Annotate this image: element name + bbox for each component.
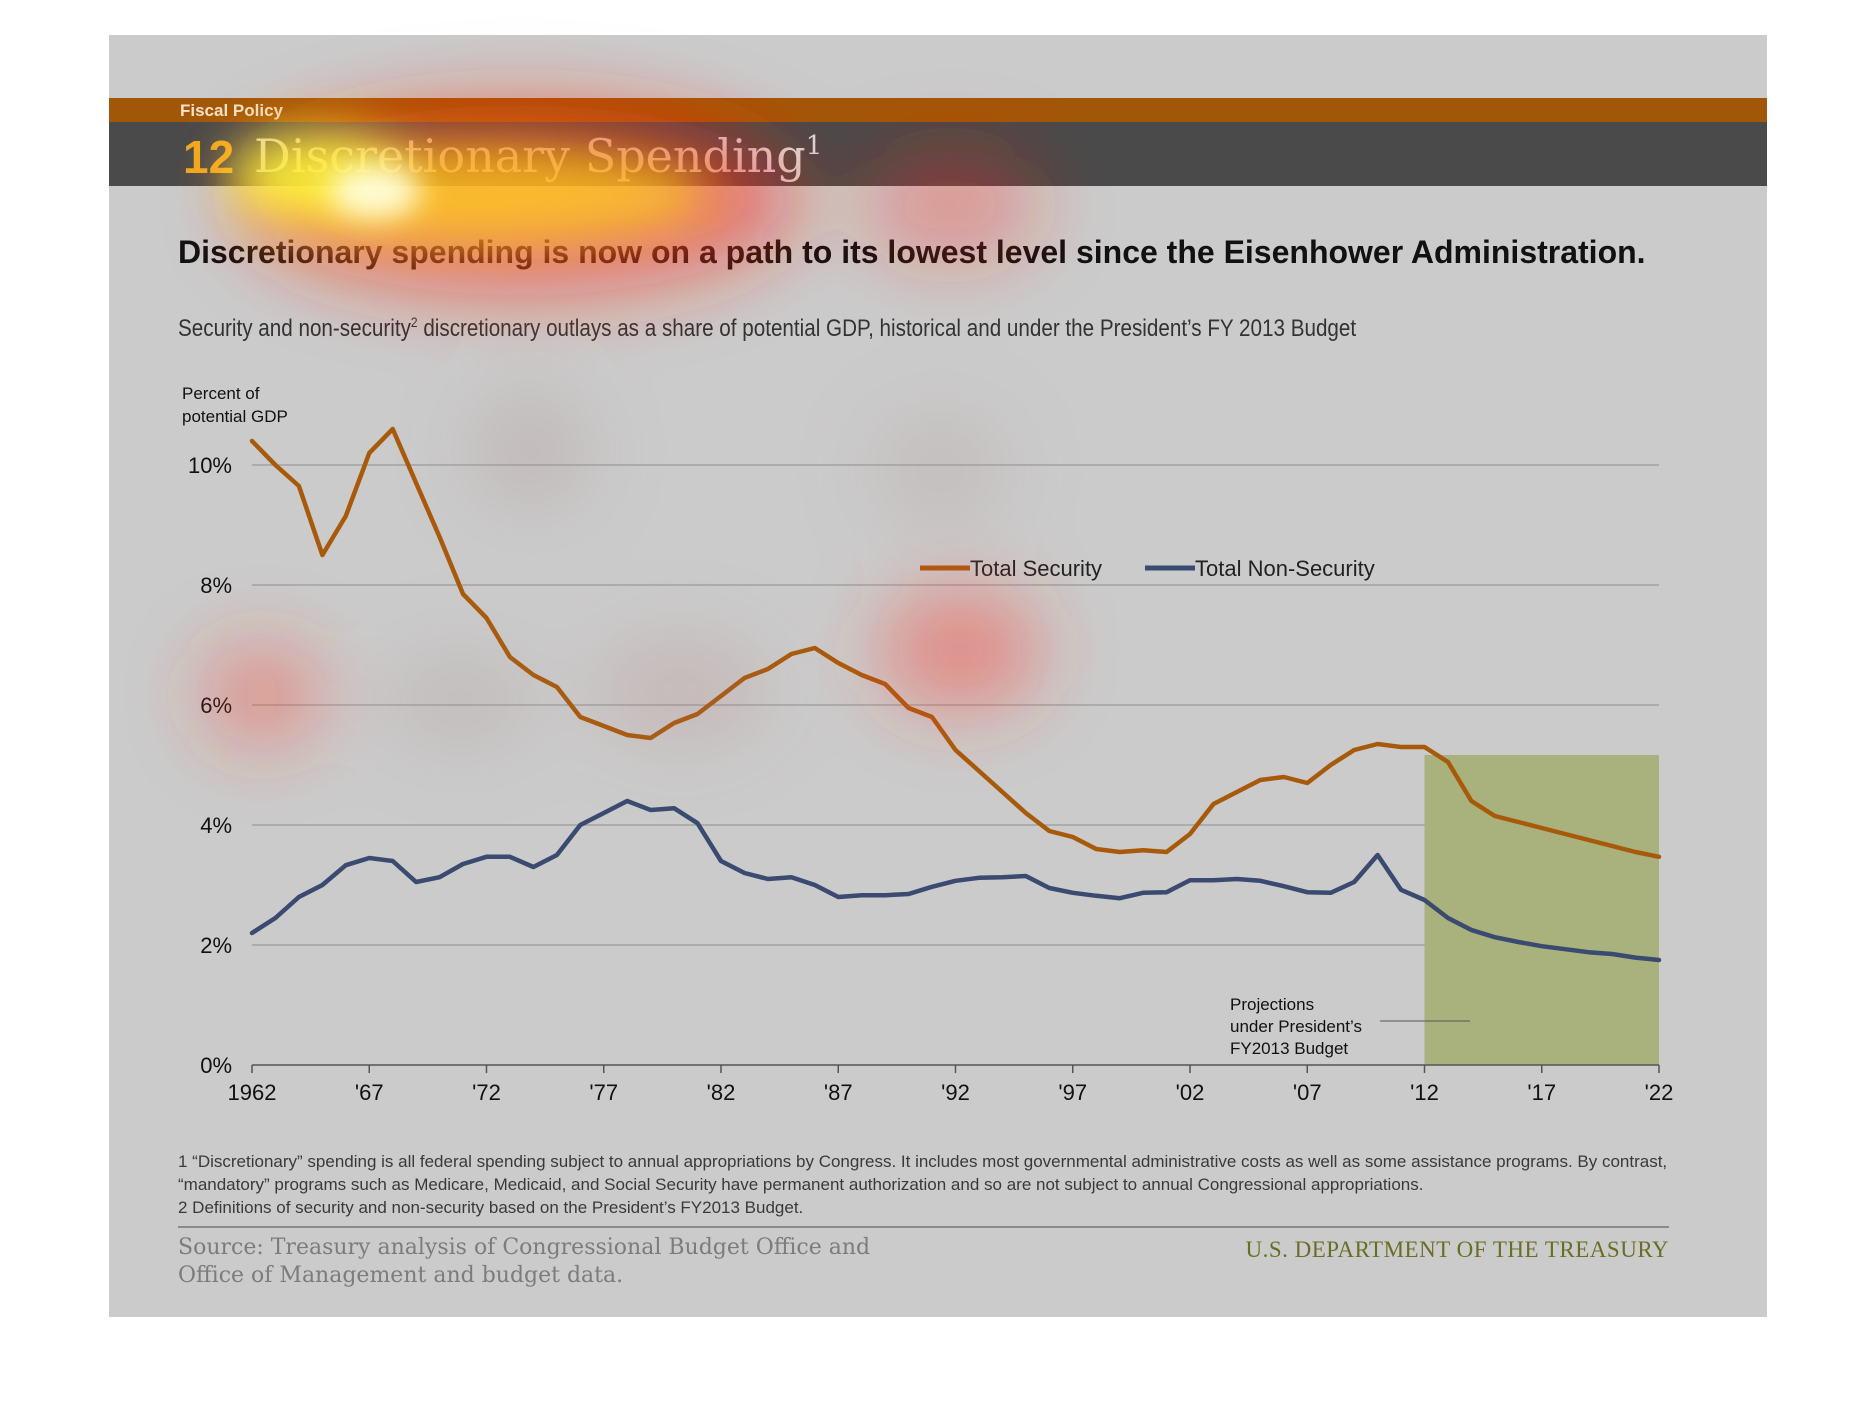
subhead-text-start: Security and non-security [178, 315, 411, 342]
source-note: Source: Treasury analysis of Congression… [178, 1235, 871, 1288]
projection-label-line-3: FY2013 Budget [1230, 1039, 1348, 1058]
series-line-total-security [249, 426, 1662, 860]
y-tick-label-10: 10% [188, 453, 232, 478]
x-tick-label-1992: '92 [941, 1080, 970, 1105]
subhead-text-end: discretionary outlays as a share of pote… [417, 315, 1357, 342]
legend: Total Security Total Non-Security [920, 556, 1375, 581]
y-tick-label-8: 8% [200, 573, 232, 598]
series-line-total-non-security [249, 798, 1662, 963]
footnotes: 1 “Discretionary” spending is all federa… [178, 1150, 1688, 1219]
x-tick-label-1987: '87 [824, 1080, 853, 1105]
projection-label: Projections under President’s FY2013 Budge… [1230, 995, 1470, 1058]
x-tick-label-1972: '72 [472, 1080, 501, 1105]
x-axis-tick-labels: 1962 '67 '72 '77 '82 '87 '92 '97 '02 '07 '12 '17 '22 [228, 1080, 1674, 1105]
y-tick-label-4: 4% [200, 813, 232, 838]
y-tick-label-2: 2% [200, 933, 232, 958]
x-tick-label-1977: '77 [589, 1080, 618, 1105]
x-tick-label-2002: '02 [1176, 1080, 1205, 1105]
x-tick-label-1962: 1962 [228, 1080, 277, 1105]
x-tick-label-2007: '07 [1293, 1080, 1322, 1105]
x-tick-label-2022: '22 [1645, 1080, 1674, 1105]
projection-shading [1424, 755, 1659, 1065]
x-tick-label-2012: '12 [1410, 1080, 1439, 1105]
slide-title-footnote-mark: 1 [805, 131, 823, 161]
legend-label-total-security: Total Security [970, 556, 1102, 581]
y-axis-tick-labels: 0% 2% 4% 6% 8% 10% [188, 453, 232, 1078]
legend-label-total-non-security: Total Non-Security [1195, 556, 1375, 581]
agency-name: U.S. DEPARTMENT OF THE TREASURY [1245, 1237, 1669, 1262]
projection-label-line-1: Projections [1230, 995, 1314, 1014]
x-tick-label-2017: '17 [1527, 1080, 1556, 1105]
y-axis-label-line-1: Percent of [182, 384, 260, 403]
series-lines [249, 426, 1662, 963]
x-axis [251, 1064, 1660, 1073]
projection-label-line-2: under President’s [1230, 1017, 1362, 1036]
y-tick-label-0: 0% [200, 1053, 232, 1078]
footnote-2: 2 Definitions of security and non-securi… [178, 1198, 804, 1217]
subhead: Security and non-security2 discretionary… [178, 314, 1356, 343]
x-tick-label-1997: '97 [1058, 1080, 1087, 1105]
y-tick-label-6: 6% [200, 693, 232, 718]
slide-number: 12 [183, 131, 235, 183]
x-tick-label-1982: '82 [707, 1080, 736, 1105]
footer-rule [178, 1226, 1669, 1228]
subhead-footnote-mark: 2 [410, 314, 418, 330]
footnote-1: 1 “Discretionary” spending is all federa… [178, 1152, 1668, 1194]
x-tick-label-1967: '67 [355, 1080, 384, 1105]
y-axis-label-line-2: potential GDP [182, 407, 288, 426]
